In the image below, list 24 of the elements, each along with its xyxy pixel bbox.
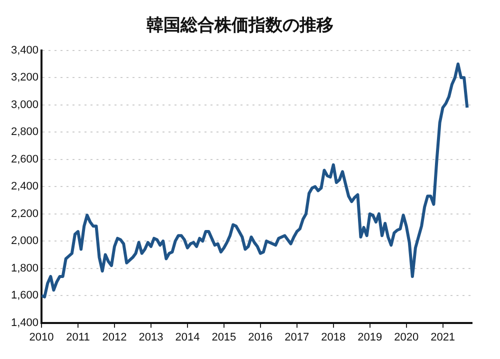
y-tick-label: 3,000	[10, 98, 39, 111]
y-tick-label: 2,800	[10, 126, 39, 138]
y-tick-label: 1,600	[10, 290, 39, 302]
y-tick-label: 2,600	[10, 153, 39, 166]
y-tick-label: 3,400	[10, 44, 39, 56]
x-tick-label: 2016	[248, 331, 273, 344]
x-tick-label: 2021	[430, 331, 456, 344]
y-tick-label: 1,800	[10, 262, 39, 274]
y-tick-label: 3,200	[10, 72, 39, 84]
x-tick-label: 2019	[358, 331, 382, 344]
chart-title: 韓国総合株価指数の推移	[146, 16, 334, 36]
y-tick-label: 1,400	[10, 316, 39, 329]
x-tick-label: 2011	[66, 331, 90, 344]
x-tick-label: 2017	[284, 331, 310, 344]
x-tick-label: 2013	[138, 331, 164, 344]
y-tick-label: 2,000	[10, 235, 39, 248]
x-tick-label: 2010	[29, 331, 54, 344]
x-tick-label: 2015	[212, 331, 236, 344]
x-tick-label: 2014	[175, 331, 200, 344]
x-tick-label: 2020	[394, 331, 419, 344]
x-tick-label: 2012	[102, 331, 127, 344]
x-tick-label: 2018	[321, 331, 346, 344]
y-tick-label: 2,200	[10, 208, 39, 220]
y-tick-label: 2,400	[10, 180, 39, 193]
